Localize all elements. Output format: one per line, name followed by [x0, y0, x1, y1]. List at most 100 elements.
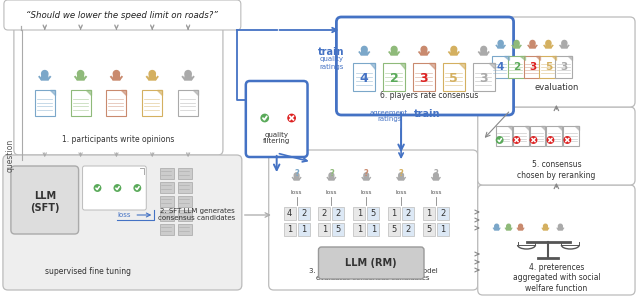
Text: 4: 4 [360, 72, 369, 85]
Polygon shape [364, 176, 369, 180]
FancyBboxPatch shape [563, 126, 579, 146]
Text: loss: loss [360, 189, 372, 194]
Polygon shape [391, 50, 397, 55]
Text: 1: 1 [426, 209, 431, 218]
FancyBboxPatch shape [443, 63, 465, 91]
Text: ?: ? [329, 169, 334, 178]
Text: 2: 2 [322, 209, 327, 218]
Circle shape [530, 40, 535, 46]
Text: ?: ? [364, 169, 369, 178]
FancyBboxPatch shape [495, 126, 511, 146]
Circle shape [114, 185, 120, 191]
Polygon shape [481, 50, 487, 55]
FancyBboxPatch shape [353, 207, 365, 220]
Circle shape [362, 47, 367, 52]
Text: 1. participants write opinions: 1. participants write opinions [62, 136, 175, 144]
Polygon shape [536, 56, 540, 60]
Circle shape [514, 40, 519, 46]
Text: 2: 2 [406, 225, 411, 234]
FancyBboxPatch shape [332, 207, 344, 220]
Circle shape [433, 173, 438, 178]
Polygon shape [184, 75, 191, 80]
Text: 1: 1 [356, 209, 362, 218]
FancyBboxPatch shape [388, 223, 400, 236]
FancyBboxPatch shape [337, 17, 513, 115]
FancyBboxPatch shape [178, 182, 192, 193]
Polygon shape [514, 44, 520, 48]
Polygon shape [530, 44, 536, 48]
FancyBboxPatch shape [178, 210, 192, 221]
Polygon shape [504, 56, 509, 60]
Circle shape [481, 47, 486, 52]
Polygon shape [370, 63, 375, 69]
Circle shape [564, 137, 571, 143]
Circle shape [399, 173, 403, 178]
Circle shape [288, 114, 295, 122]
Circle shape [546, 40, 551, 46]
FancyBboxPatch shape [3, 155, 242, 290]
Text: loss: loss [326, 189, 337, 194]
Text: question: question [5, 138, 15, 172]
FancyBboxPatch shape [11, 166, 79, 234]
Polygon shape [561, 44, 567, 48]
FancyBboxPatch shape [402, 223, 414, 236]
FancyBboxPatch shape [402, 207, 414, 220]
Text: train: train [414, 109, 440, 119]
FancyBboxPatch shape [477, 107, 635, 185]
Polygon shape [508, 126, 511, 130]
Polygon shape [543, 227, 548, 230]
Polygon shape [157, 90, 162, 95]
Text: 1: 1 [356, 225, 362, 234]
Polygon shape [552, 56, 556, 60]
Circle shape [518, 224, 522, 228]
Polygon shape [420, 50, 428, 55]
Polygon shape [518, 227, 523, 230]
Text: ?: ? [433, 169, 438, 178]
FancyBboxPatch shape [547, 126, 563, 146]
Circle shape [559, 224, 563, 228]
Circle shape [113, 71, 120, 77]
Text: 1: 1 [440, 225, 445, 234]
FancyBboxPatch shape [383, 63, 405, 91]
Text: 1: 1 [287, 225, 292, 234]
Text: train: train [318, 47, 345, 57]
FancyBboxPatch shape [524, 56, 540, 78]
Polygon shape [545, 44, 551, 48]
Polygon shape [506, 227, 511, 230]
Polygon shape [50, 90, 54, 95]
FancyBboxPatch shape [284, 223, 296, 236]
FancyBboxPatch shape [473, 63, 495, 91]
Circle shape [507, 224, 511, 228]
Text: 6. players rate consensus: 6. players rate consensus [380, 92, 478, 101]
FancyBboxPatch shape [477, 185, 635, 295]
FancyBboxPatch shape [178, 196, 192, 207]
Polygon shape [41, 75, 49, 80]
Polygon shape [451, 50, 457, 55]
FancyBboxPatch shape [513, 126, 529, 146]
Circle shape [294, 173, 299, 178]
FancyBboxPatch shape [298, 223, 310, 236]
FancyBboxPatch shape [178, 90, 198, 116]
FancyBboxPatch shape [508, 56, 525, 78]
Polygon shape [498, 44, 504, 48]
Circle shape [391, 47, 397, 52]
Text: 5: 5 [371, 209, 376, 218]
Polygon shape [329, 176, 334, 180]
Circle shape [421, 47, 427, 52]
Circle shape [94, 185, 100, 191]
Text: 4: 4 [287, 209, 292, 218]
Text: ?: ? [399, 169, 403, 178]
Circle shape [77, 71, 84, 77]
FancyBboxPatch shape [246, 81, 308, 157]
Polygon shape [77, 75, 84, 80]
Text: 2. SFT LLM generates
consensus candidates: 2. SFT LLM generates consensus candidate… [159, 208, 236, 221]
Polygon shape [558, 126, 563, 130]
Circle shape [451, 47, 457, 52]
Polygon shape [558, 227, 563, 230]
FancyBboxPatch shape [160, 210, 174, 221]
Text: loss: loss [430, 189, 442, 194]
FancyBboxPatch shape [284, 207, 296, 220]
FancyBboxPatch shape [319, 223, 330, 236]
FancyBboxPatch shape [298, 207, 310, 220]
Text: 2: 2 [390, 72, 399, 85]
